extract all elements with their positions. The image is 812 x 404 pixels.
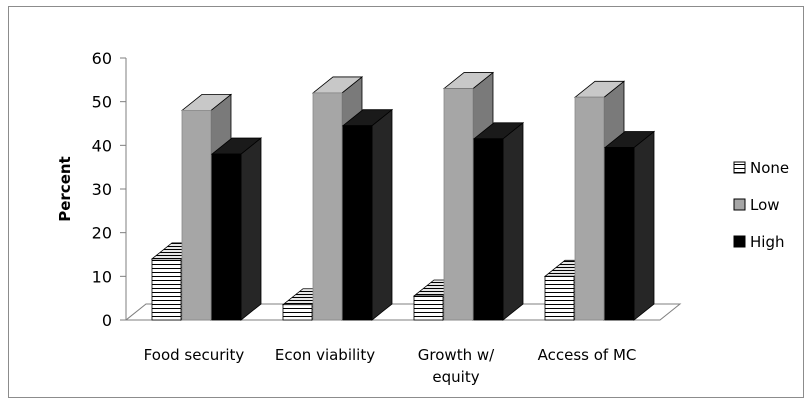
bar-high xyxy=(210,137,263,321)
bar-front xyxy=(443,88,474,321)
y-tick-label: 60 xyxy=(92,49,112,68)
y-axis-title: Percent xyxy=(56,156,74,221)
bar-front xyxy=(604,147,635,321)
chart-frame xyxy=(8,6,804,398)
legend-item-none: None xyxy=(733,159,789,177)
bar-side xyxy=(502,121,524,321)
bar-front xyxy=(282,304,313,321)
x-category-label: Food security xyxy=(144,346,245,364)
legend-item-low: Low xyxy=(733,196,780,214)
legend-item-high: High xyxy=(733,233,784,251)
legend-label: High xyxy=(750,233,784,251)
y-tick-label: 20 xyxy=(92,224,112,243)
bar-high xyxy=(341,108,394,321)
bar-front xyxy=(574,96,605,321)
bar-front xyxy=(544,275,575,321)
bar-front xyxy=(312,92,343,321)
legend-swatch xyxy=(733,198,746,211)
bar-front xyxy=(413,295,444,321)
bar-side xyxy=(371,108,393,321)
legend-swatch xyxy=(733,235,746,248)
bar-high xyxy=(472,121,525,321)
x-category-label: Access of MC xyxy=(538,346,637,364)
bar-side xyxy=(240,137,262,321)
y-tick-label: 0 xyxy=(102,311,112,330)
legend-label: Low xyxy=(750,196,780,214)
bar-front xyxy=(211,153,242,321)
y-tick-label: 50 xyxy=(92,93,112,112)
bar-front xyxy=(473,138,504,321)
x-category-label: equity xyxy=(432,368,479,386)
legend-swatch xyxy=(733,161,746,174)
y-tick-label: 30 xyxy=(92,180,112,199)
bar-side xyxy=(633,130,655,321)
y-tick-label: 10 xyxy=(92,267,112,286)
y-tick-label: 40 xyxy=(92,136,112,155)
legend-label: None xyxy=(750,159,789,177)
bar-high xyxy=(603,130,656,321)
x-category-label: Growth w/ xyxy=(418,346,495,364)
bar-front xyxy=(181,110,212,321)
bar-front xyxy=(342,125,373,321)
bar-front xyxy=(151,258,182,321)
x-category-label: Econ viability xyxy=(275,346,375,364)
